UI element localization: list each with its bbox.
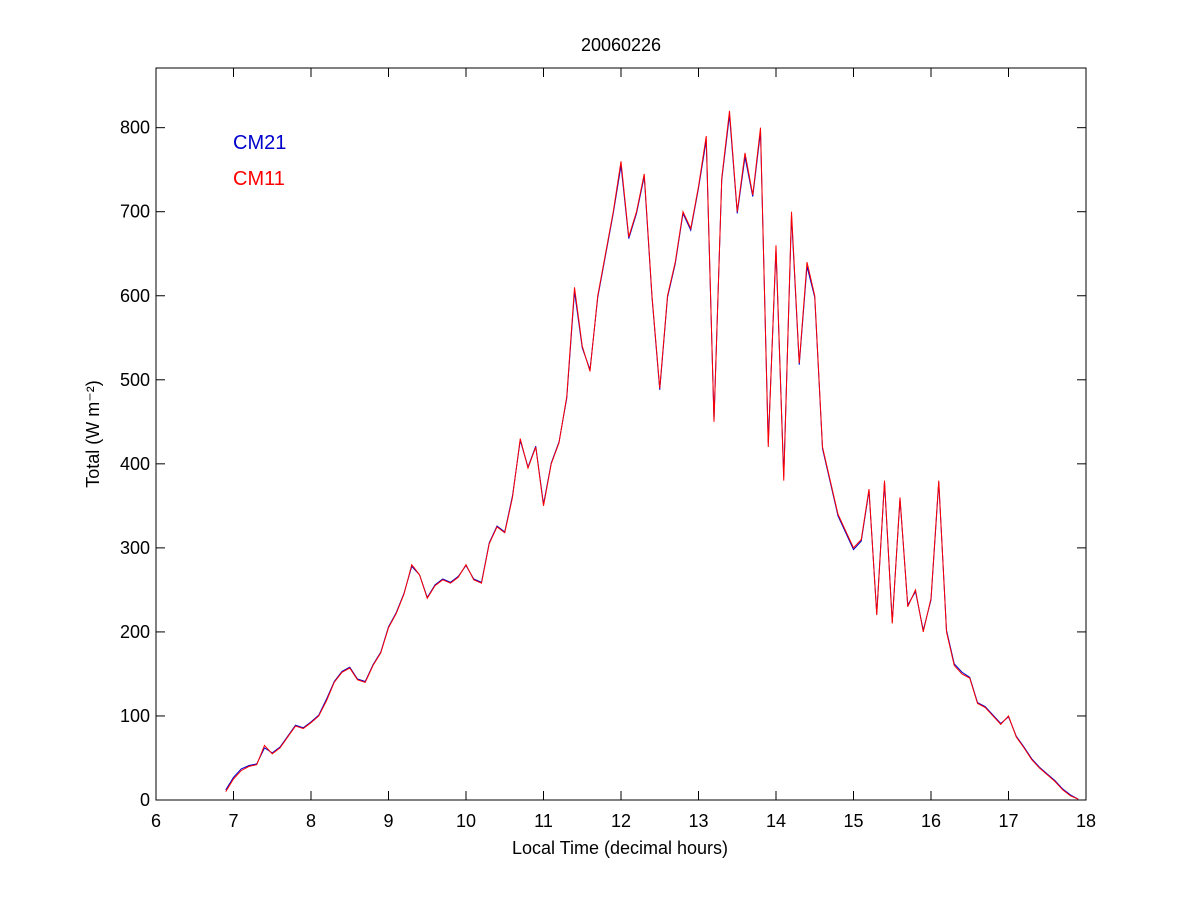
x-tick-label: 16 bbox=[921, 811, 941, 831]
x-tick-label: 14 bbox=[766, 811, 786, 831]
y-axis-label: Total (W m⁻²) bbox=[83, 380, 103, 488]
x-tick-label: 11 bbox=[534, 811, 553, 831]
data-line bbox=[225, 110, 1079, 800]
x-tick-label: 17 bbox=[998, 811, 1018, 831]
x-tick-label: 9 bbox=[383, 811, 393, 831]
x-tick-label: 7 bbox=[228, 811, 238, 831]
y-tick-label: 100 bbox=[120, 706, 150, 726]
y-tick-label: 600 bbox=[120, 286, 150, 306]
x-tick-label: 12 bbox=[611, 811, 631, 831]
y-tick-label: 200 bbox=[120, 622, 150, 642]
y-tick-label: 700 bbox=[120, 202, 150, 222]
chart-title: 20060226 bbox=[581, 35, 661, 55]
y-tick-label: 400 bbox=[120, 454, 150, 474]
x-tick-label: 10 bbox=[456, 811, 476, 831]
y-tick-label: 300 bbox=[120, 538, 150, 558]
legend-entry: CM21 bbox=[233, 132, 286, 154]
y-tick-label: 800 bbox=[120, 118, 150, 138]
x-tick-label: 13 bbox=[688, 811, 708, 831]
x-tick-label: 6 bbox=[151, 811, 161, 831]
y-tick-label: 500 bbox=[120, 370, 150, 390]
y-tick-label: 0 bbox=[140, 790, 150, 810]
x-axis-label: Local Time (decimal hours) bbox=[512, 838, 728, 858]
legend-entry: CM11 bbox=[233, 168, 285, 190]
x-tick-label: 8 bbox=[306, 811, 316, 831]
x-tick-label: 18 bbox=[1076, 811, 1096, 831]
x-tick-label: 15 bbox=[843, 811, 863, 831]
